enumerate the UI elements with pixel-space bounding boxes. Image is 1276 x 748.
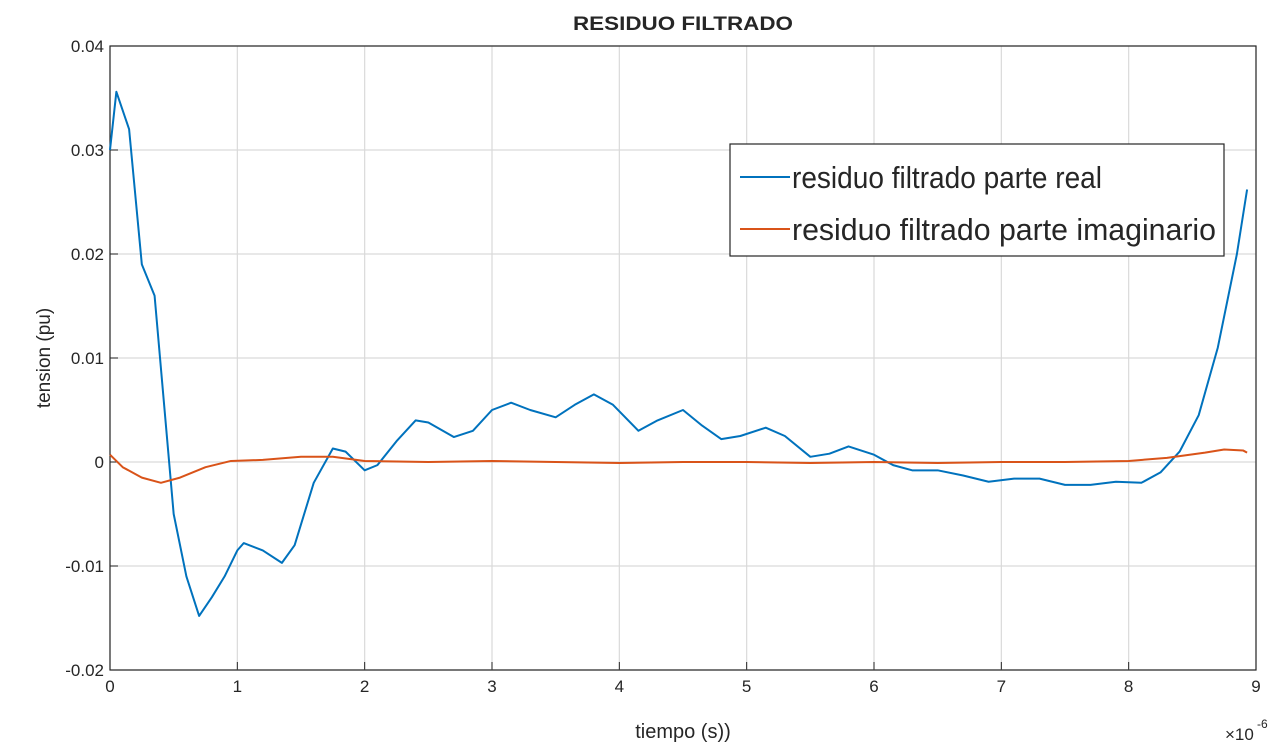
y-tick-label: 0.02 — [71, 245, 104, 264]
y-axis-label: tension (pu) — [34, 308, 55, 408]
legend: residuo filtrado parte real residuo filtr… — [729, 143, 1225, 257]
x-tick-label: 7 — [997, 677, 1006, 696]
y-tick-label: -0.02 — [65, 661, 104, 680]
plot-border — [109, 45, 1257, 671]
legend-box — [729, 143, 1225, 257]
x-multiplier-exponent: -6 — [1257, 717, 1268, 731]
x-tick-label: 5 — [742, 677, 751, 696]
x-multiplier: ×10 — [1225, 725, 1254, 744]
x-tick-label: 9 — [1251, 677, 1260, 696]
x-tick-label: 3 — [487, 677, 496, 696]
x-tick-label: 8 — [1124, 677, 1133, 696]
legend-label: residuo filtrado parte imaginario — [792, 212, 1216, 247]
legend-label: residuo filtrado parte real — [792, 160, 1102, 195]
x-tick-label: 1 — [233, 677, 242, 696]
x-tick-label: 6 — [869, 677, 878, 696]
x-tick-label: 0 — [105, 677, 114, 696]
data-line — [109, 90, 1249, 617]
x-tick-label: 4 — [615, 677, 624, 696]
data-line — [109, 448, 1248, 484]
chart-title: RESIDUO FILTRADO — [573, 14, 793, 35]
x-axis-label: tiempo (s)) — [635, 721, 731, 743]
y-tick-label: 0.04 — [71, 37, 104, 56]
y-tick-label: -0.01 — [65, 557, 104, 576]
y-tick-label: 0.03 — [71, 141, 104, 160]
x-tick-label: 2 — [360, 677, 369, 696]
y-tick-label: 0.01 — [71, 349, 104, 368]
y-tick-label: 0 — [95, 453, 104, 472]
